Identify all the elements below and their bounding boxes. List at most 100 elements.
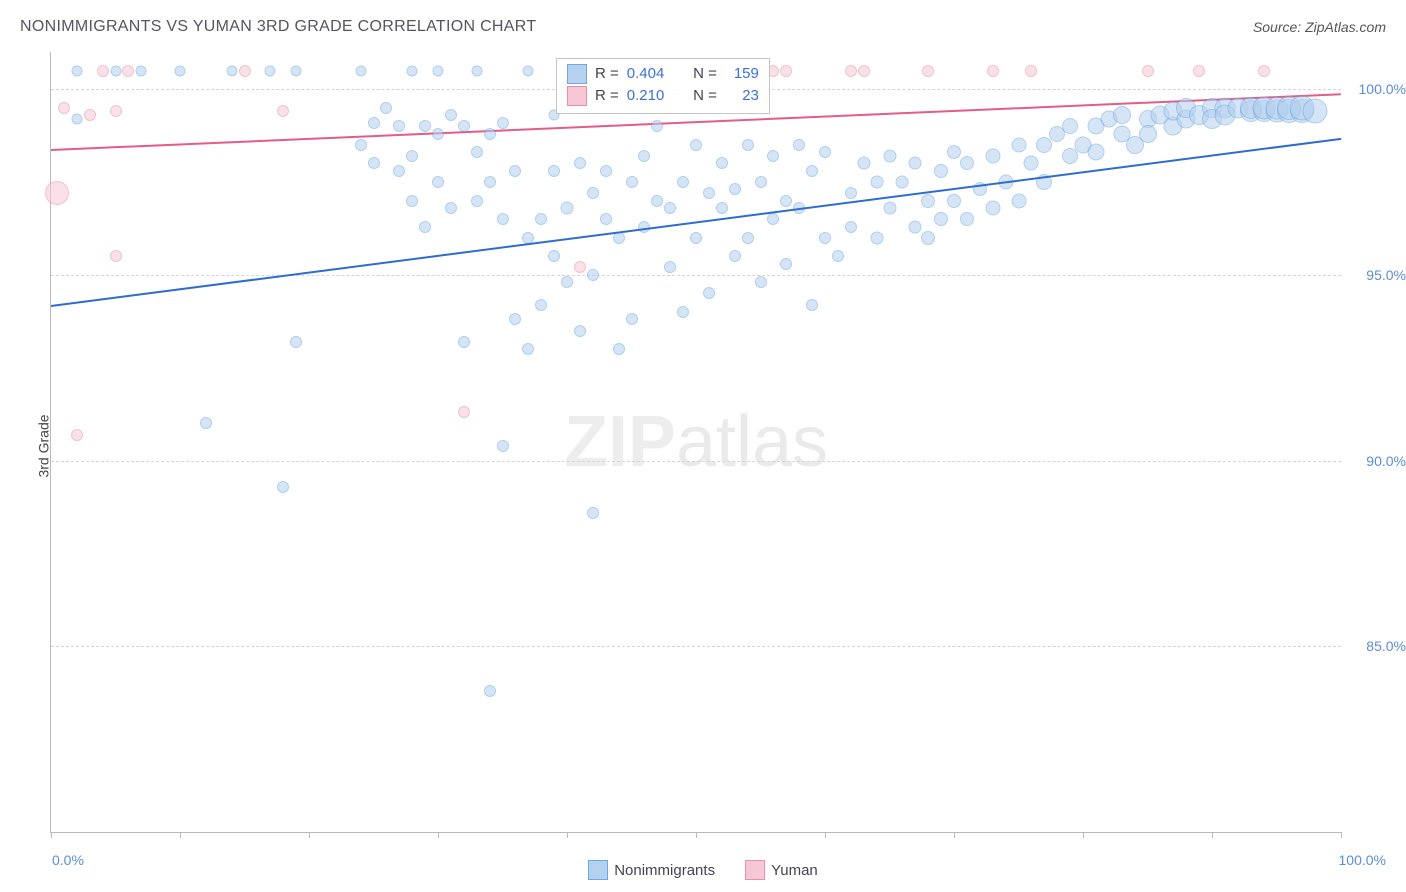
- stat-label: N =: [685, 63, 717, 85]
- nonimmigrants-point: [664, 202, 676, 214]
- nonimmigrants-point: [71, 113, 82, 124]
- nonimmigrants-point: [1139, 125, 1157, 143]
- nonimmigrants-point: [716, 157, 728, 169]
- nonimmigrants-point: [522, 343, 534, 355]
- nonimmigrants-point: [780, 258, 792, 270]
- yuman-point: [110, 105, 122, 117]
- nonimmigrants-point: [419, 120, 431, 132]
- yuman-point: [58, 102, 70, 114]
- nonimmigrants-point: [484, 128, 496, 140]
- yuman-point: [1193, 65, 1205, 77]
- nonimmigrants-point: [755, 176, 767, 188]
- nonimmigrants-point: [921, 194, 935, 208]
- legend-item-nonimmigrants: Nonimmigrants: [588, 860, 715, 880]
- y-tick-label: 95.0%: [1351, 267, 1406, 283]
- nonimmigrants-point: [947, 194, 961, 208]
- nonimmigrants-point: [497, 213, 509, 225]
- nonimmigrants-point: [1024, 156, 1039, 171]
- yuman-point: [458, 406, 470, 418]
- x-tick: [567, 832, 568, 838]
- nonimmigrants-point: [690, 139, 702, 151]
- nonimmigrants-point: [819, 146, 831, 158]
- nonimmigrants-point: [587, 187, 599, 199]
- nonimmigrants-point: [960, 156, 974, 170]
- nonimmigrants-point: [985, 201, 1000, 216]
- nonimmigrants-point: [716, 202, 728, 214]
- nonimmigrants-point: [883, 150, 896, 163]
- nonimmigrants-point: [290, 336, 302, 348]
- yuman-point: [239, 65, 251, 77]
- nonimmigrants-point: [638, 150, 650, 162]
- x-tick: [438, 832, 439, 838]
- nonimmigrants-point: [1036, 137, 1052, 153]
- nonimmigrants-point: [587, 507, 599, 519]
- chart-header: NONIMMIGRANTS VS YUMAN 3RD GRADE CORRELA…: [20, 18, 1386, 36]
- nonimmigrants-point: [587, 269, 599, 281]
- legend-swatch-icon: [588, 860, 608, 880]
- stat-n-value: 23: [725, 85, 759, 107]
- yuman-point: [110, 250, 122, 262]
- nonimmigrants-point: [742, 232, 754, 244]
- gridline: [51, 275, 1341, 276]
- y-tick-label: 100.0%: [1351, 81, 1406, 97]
- yuman-point: [1025, 65, 1037, 77]
- nonimmigrants-point: [742, 139, 754, 151]
- nonimmigrants-point: [883, 202, 896, 215]
- nonimmigrants-point: [433, 65, 444, 76]
- yuman-point: [97, 65, 109, 77]
- nonimmigrants-point: [806, 165, 818, 177]
- nonimmigrants-point: [355, 65, 366, 76]
- nonimmigrants-point: [780, 195, 792, 207]
- nonimmigrants-point: [368, 117, 380, 129]
- yuman-point: [84, 109, 96, 121]
- nonimmigrants-point: [471, 146, 483, 158]
- nonimmigrants-point: [793, 139, 805, 151]
- nonimmigrants-point: [767, 150, 779, 162]
- nonimmigrants-point: [845, 221, 857, 233]
- nonimmigrants-point: [548, 250, 560, 262]
- nonimmigrants-point: [574, 157, 586, 169]
- nonimmigrants-point: [1011, 137, 1026, 152]
- nonimmigrants-point: [523, 65, 534, 76]
- nonimmigrants-point: [561, 276, 573, 288]
- nonimmigrants-point: [960, 212, 974, 226]
- yuman-point: [122, 65, 134, 77]
- nonimmigrants-point: [277, 481, 289, 493]
- nonimmigrants-point: [985, 149, 1000, 164]
- x-tick: [696, 832, 697, 838]
- x-tick: [1341, 832, 1342, 838]
- nonimmigrants-point: [535, 213, 547, 225]
- stat-label: N =: [685, 85, 717, 107]
- nonimmigrants-point: [509, 165, 521, 177]
- nonimmigrants-point: [355, 139, 367, 151]
- nonimmigrants-point: [1062, 118, 1078, 134]
- nonimmigrants-point: [406, 150, 418, 162]
- nonimmigrants-point: [896, 176, 909, 189]
- nonimmigrants-point: [458, 120, 470, 132]
- nonimmigrants-point: [574, 325, 586, 337]
- nonimmigrants-point: [947, 145, 961, 159]
- nonimmigrants-point: [445, 202, 457, 214]
- stats-row-nonimmigrants: R = 0.404 N = 159: [567, 63, 759, 85]
- nonimmigrants-point: [677, 306, 689, 318]
- nonimmigrants-point: [651, 120, 663, 132]
- nonimmigrants-point: [626, 313, 638, 325]
- watermark: ZIPatlas: [564, 401, 828, 483]
- yuman-point: [858, 65, 870, 77]
- nonimmigrants-point: [535, 299, 547, 311]
- stat-n-value: 159: [725, 63, 759, 85]
- nonimmigrants-point: [406, 195, 418, 207]
- gridline: [51, 646, 1341, 647]
- nonimmigrants-point: [729, 183, 741, 195]
- nonimmigrants-point: [806, 299, 818, 311]
- nonimmigrants-point: [909, 157, 922, 170]
- nonimmigrants-point: [407, 65, 418, 76]
- x-tick: [1212, 832, 1213, 838]
- chart-title: NONIMMIGRANTS VS YUMAN 3RD GRADE CORRELA…: [20, 18, 536, 36]
- nonimmigrants-point: [703, 187, 715, 199]
- nonimmigrants-point: [393, 165, 405, 177]
- nonimmigrants-point: [934, 212, 948, 226]
- stats-swatch-icon: [567, 86, 587, 106]
- nonimmigrants-point: [471, 195, 483, 207]
- yuman-point: [71, 429, 83, 441]
